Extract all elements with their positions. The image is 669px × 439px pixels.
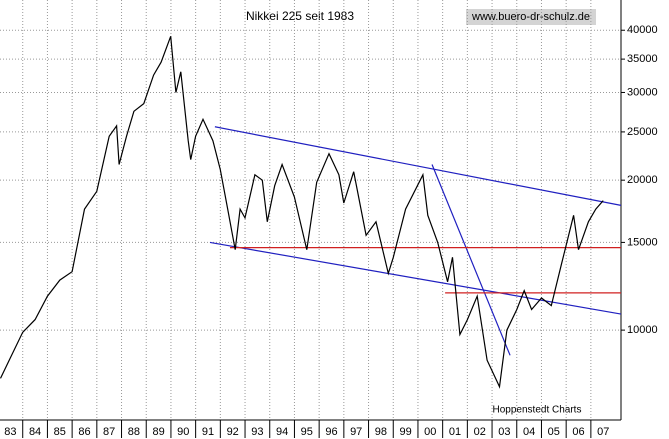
x-tick-label: 01 [449, 426, 461, 438]
x-tick-label: 00 [424, 426, 436, 438]
x-tick-label: 07 [597, 426, 609, 438]
x-tick-label: 85 [54, 426, 66, 438]
x-tick-label: 04 [523, 426, 535, 438]
x-tick-label: 93 [251, 426, 263, 438]
x-tick-label: 99 [399, 426, 411, 438]
x-tick-label: 03 [498, 426, 510, 438]
y-tick-label: 20000 [627, 174, 658, 186]
x-tick-label: 94 [276, 426, 288, 438]
y-tick-label: 35000 [627, 53, 658, 65]
x-tick-label: 84 [29, 426, 41, 438]
trend-line [431, 164, 511, 356]
x-tick-label: 88 [128, 426, 140, 438]
source-box [466, 9, 596, 25]
x-tick-label: 06 [572, 426, 584, 438]
x-tick-label: 96 [325, 426, 337, 438]
x-tick-label: 98 [375, 426, 387, 438]
y-tick-label: 30000 [627, 86, 658, 98]
x-tick-label: 92 [227, 426, 239, 438]
source: www.buero-dr-schulz.de [471, 11, 590, 23]
x-tick-label: 83 [4, 426, 16, 438]
x-tick-label: 95 [301, 426, 313, 438]
x-tick-label: 02 [474, 426, 486, 438]
x-tick-label: 90 [177, 426, 189, 438]
x-tick-label: 97 [350, 426, 362, 438]
price-line [0, 36, 604, 389]
y-tick-label: 15000 [627, 236, 658, 248]
chart-title: Nikkei 225 seit 1983 [246, 9, 354, 23]
y-tick-label: 25000 [627, 126, 658, 138]
x-tick-label: 91 [202, 426, 214, 438]
x-tick-label: 86 [78, 426, 90, 438]
x-tick-label: 87 [103, 426, 115, 438]
y-tick-label: 40000 [627, 24, 658, 36]
y-tick-label: 10000 [627, 324, 658, 336]
x-tick-label: 89 [152, 426, 164, 438]
credit: Hoppenstedt Charts [493, 405, 582, 416]
x-tick-label: 05 [548, 426, 560, 438]
trend-line [214, 126, 622, 206]
